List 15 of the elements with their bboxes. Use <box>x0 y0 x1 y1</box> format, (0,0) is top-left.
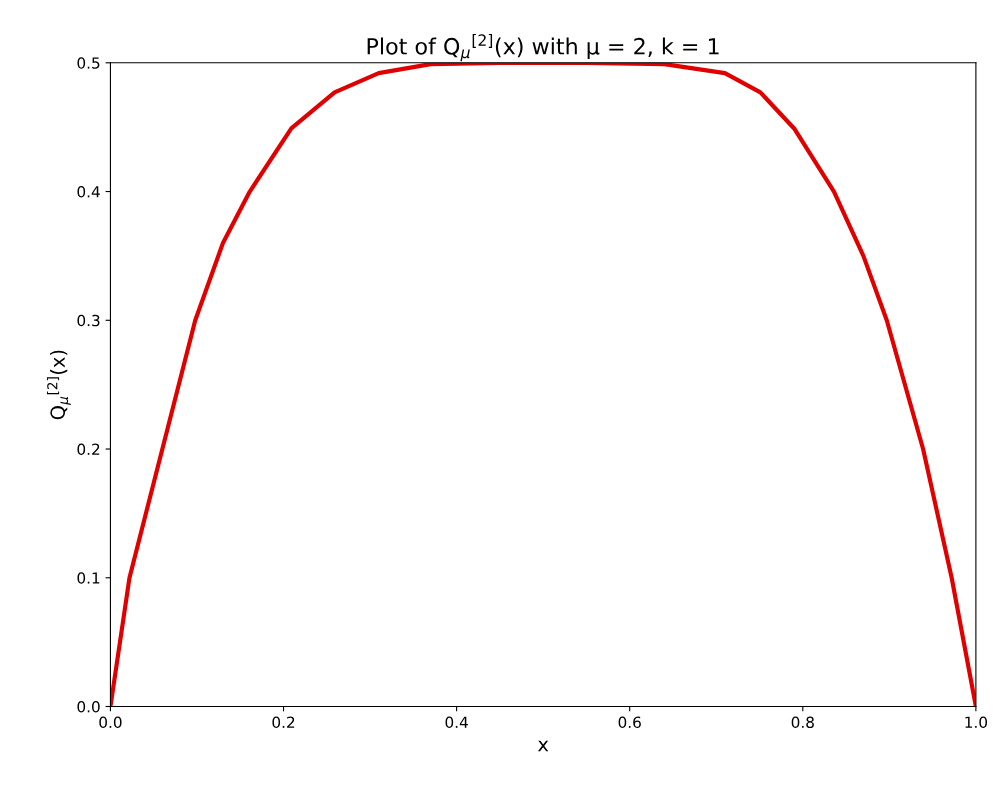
x-tick-label: 0.8 <box>791 716 814 729</box>
y-tick-label: 0.4 <box>77 186 100 198</box>
x-tick-label: 0.4 <box>445 716 468 729</box>
y-tick-label: 0.5 <box>77 57 100 69</box>
x-tick-label: 1.0 <box>965 716 988 729</box>
x-tick-label: 0.2 <box>272 716 295 729</box>
y-tick-label: 0.2 <box>77 443 100 456</box>
x-tick-label: 0.0 <box>99 716 122 729</box>
y-tick-label: 0.0 <box>77 700 100 713</box>
x-tick-label: 0.6 <box>618 716 641 729</box>
y-tick-label: 0.1 <box>77 572 100 584</box>
y-tick-label: 0.3 <box>77 314 100 327</box>
y-axis-title: Q$_{μ}$$^{[2]}$(x) <box>46 350 71 420</box>
x-axis-title: x <box>537 740 549 752</box>
chart-title: Plot of Q$_{μ}$$^{[2]}$(x) with μ = 2, k = 1 <box>367 34 719 62</box>
